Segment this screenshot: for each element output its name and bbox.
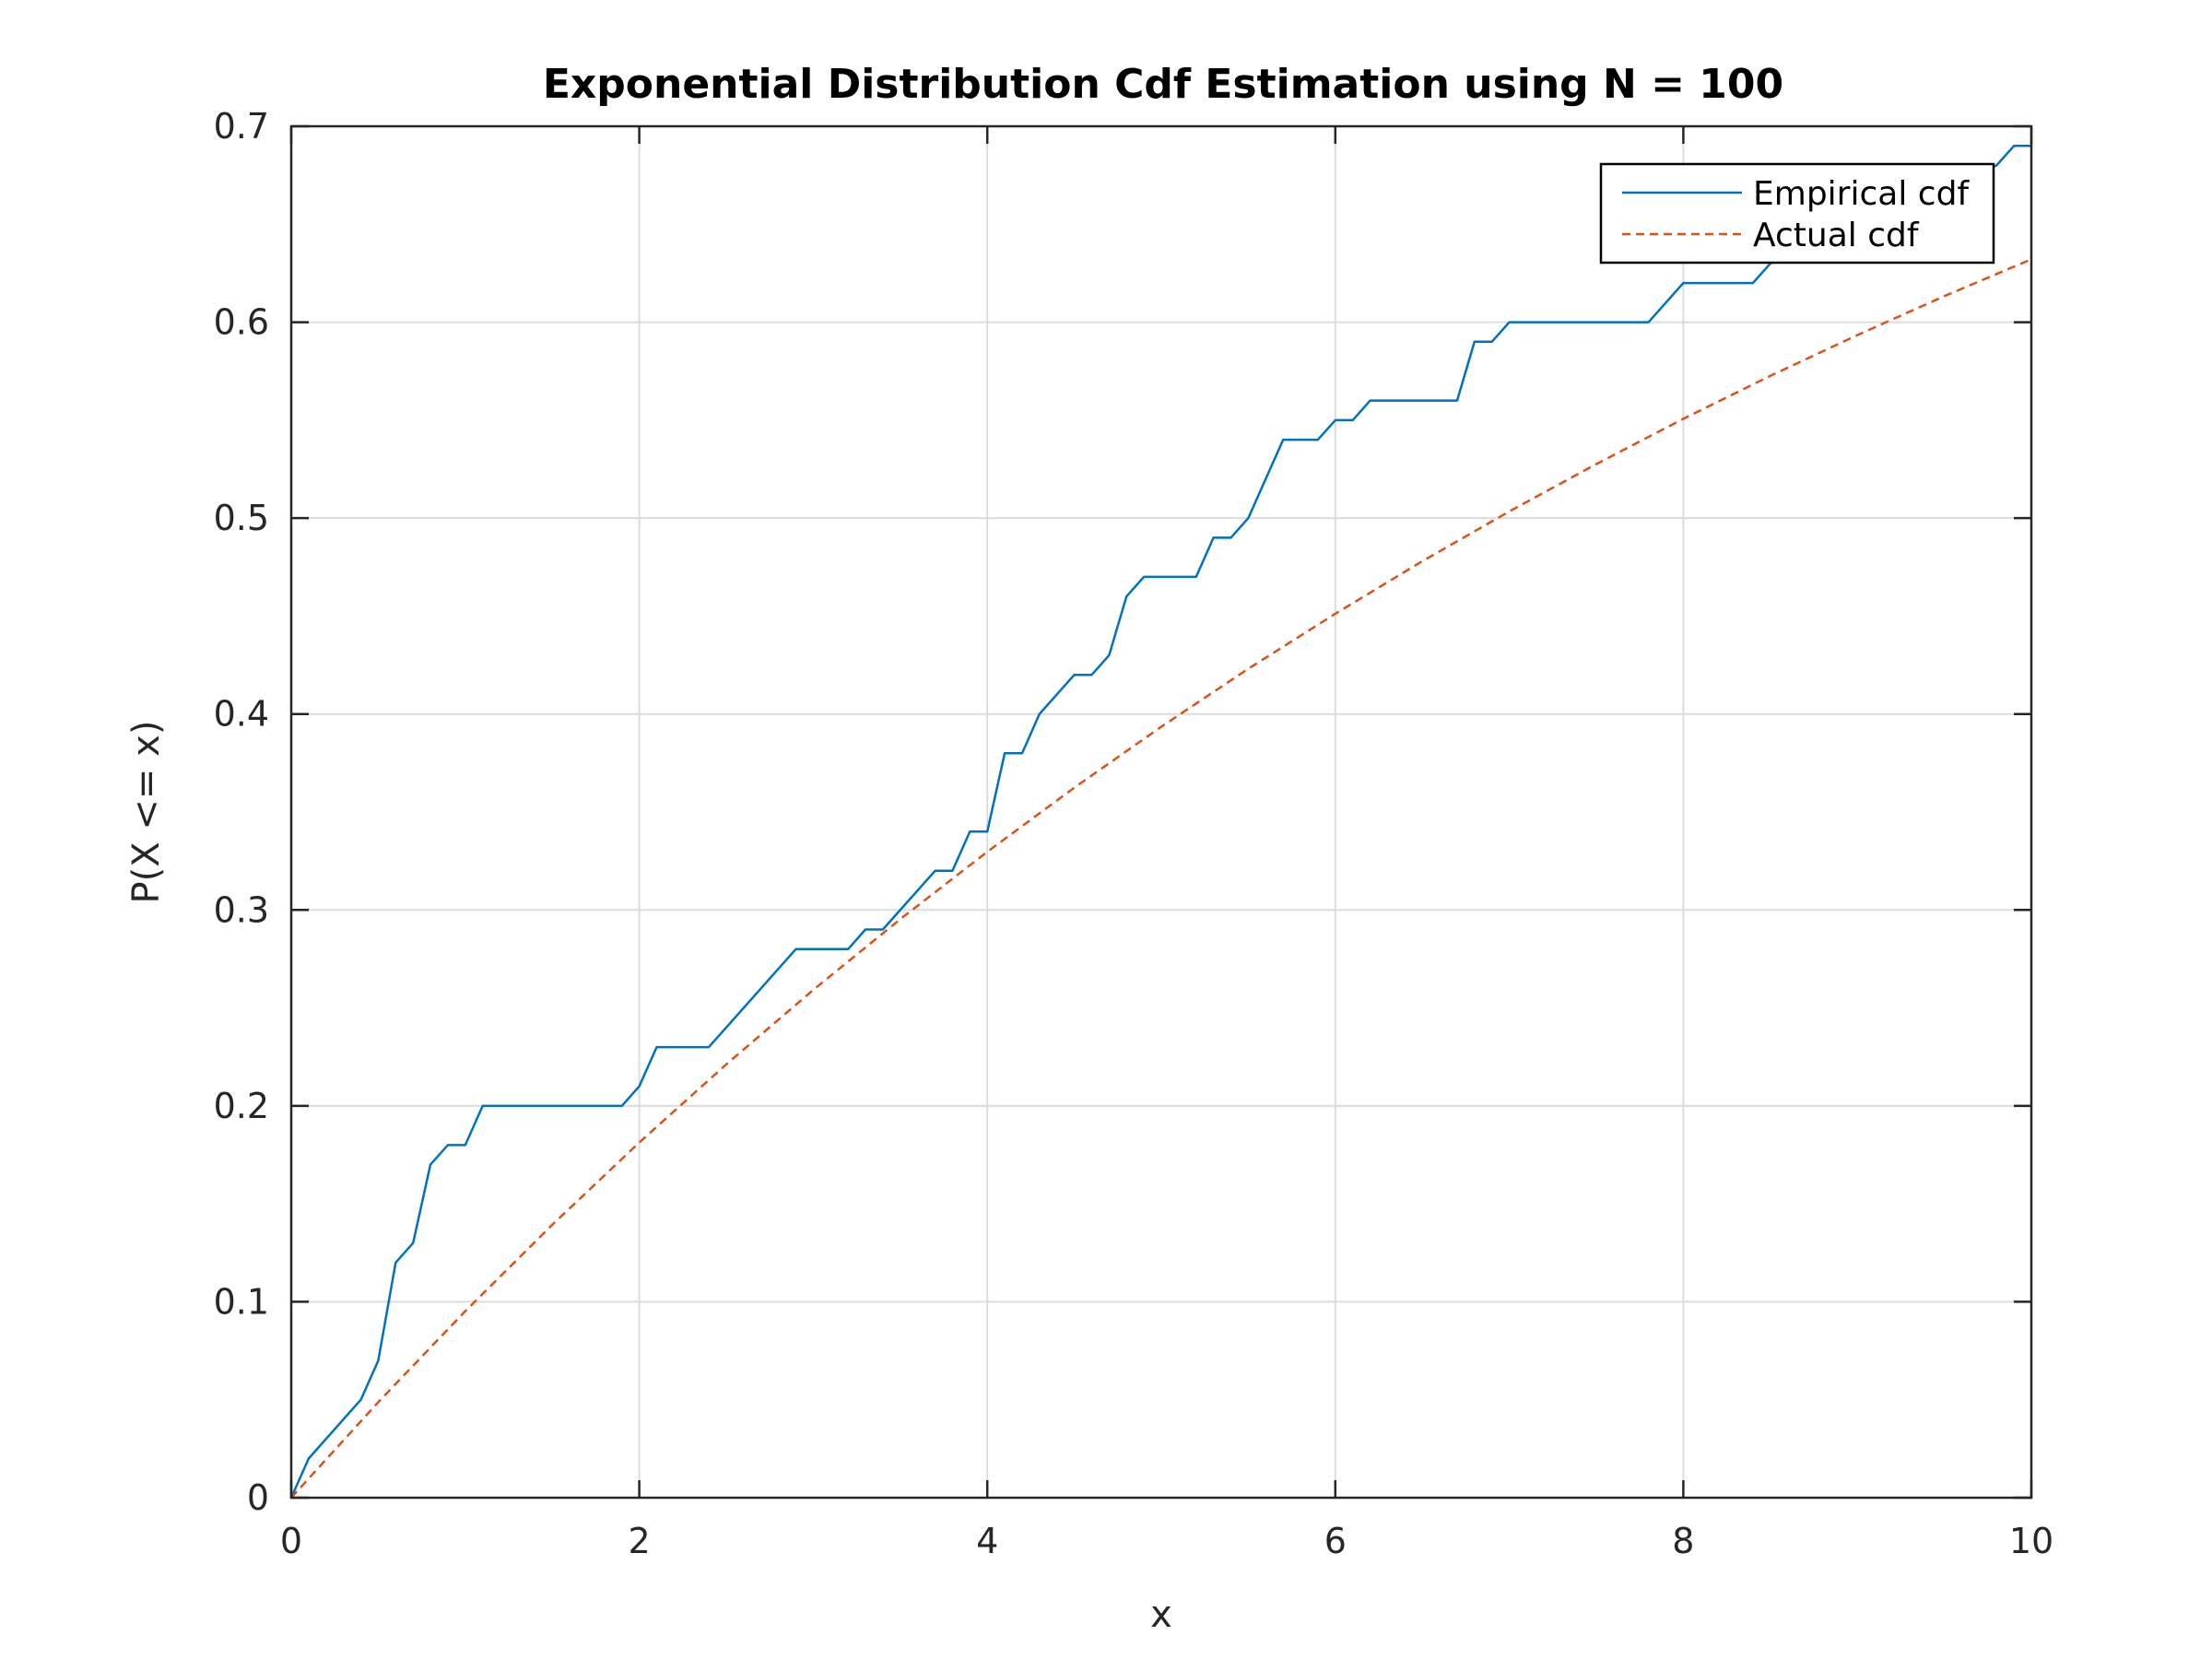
grid-lines bbox=[291, 126, 2031, 1498]
legend-label-empirical-cdf: Empirical cdf bbox=[1753, 175, 1970, 213]
legend-box bbox=[1599, 162, 1995, 265]
x-tick-label: 0 bbox=[280, 1521, 302, 1561]
x-tick-label: 4 bbox=[976, 1521, 998, 1561]
y-axis-label: P(X <= x) bbox=[125, 721, 168, 904]
legend: Empirical cdf Actual cdf bbox=[1599, 162, 1995, 265]
x-tick-label: 6 bbox=[1324, 1521, 1347, 1561]
series-line-actual-cdf bbox=[290, 258, 2032, 1499]
x-tick-label: 8 bbox=[1672, 1521, 1694, 1561]
plot-frame bbox=[289, 124, 2033, 1500]
y-tick-label: 0.6 bbox=[214, 302, 269, 343]
y-tick-label: 0.5 bbox=[214, 498, 269, 538]
y-tick-label: 0.4 bbox=[214, 694, 269, 735]
legend-label-actual-cdf: Actual cdf bbox=[1753, 217, 1920, 254]
x-axis-label: x bbox=[1150, 1594, 1172, 1636]
y-tick-label: 0 bbox=[247, 1477, 269, 1518]
series-layer bbox=[289, 145, 2032, 1499]
y-tick-label: 0.3 bbox=[214, 889, 269, 930]
chart-title: Exponential Distribution Cdf Estimation … bbox=[543, 61, 1783, 108]
y-tick-label: 0.1 bbox=[214, 1281, 269, 1322]
y-tick-label: 0.2 bbox=[214, 1086, 269, 1126]
x-tick-label: 10 bbox=[2009, 1521, 2053, 1561]
axis-ticks: 0 2 4 6 8 10 0 0.1 0.2 0.3 0.4 0.5 0.6 0.7 bbox=[214, 106, 2054, 1561]
series-line-empirical-cdf bbox=[289, 145, 2031, 1499]
x-tick-label: 2 bbox=[629, 1521, 651, 1561]
y-tick-label: 0.7 bbox=[214, 106, 269, 147]
